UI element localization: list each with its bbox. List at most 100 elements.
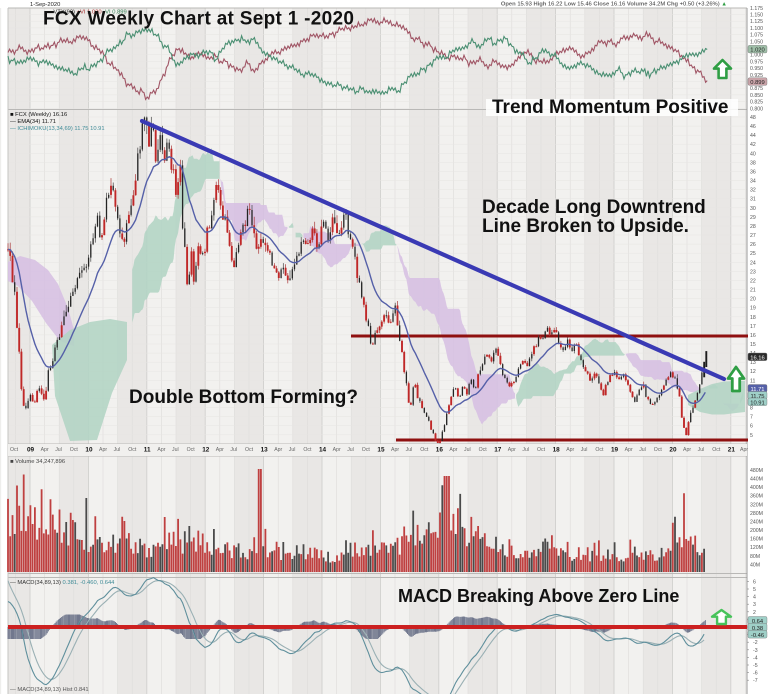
svg-text:Oct: Oct xyxy=(712,447,721,453)
svg-text:21: 21 xyxy=(728,447,736,454)
svg-text:— MACD(34,89,13) 0.381, -0.460: — MACD(34,89,13) 0.381, -0.460, 0.644 xyxy=(10,580,115,586)
svg-text:Jul: Jul xyxy=(114,447,121,453)
svg-text:-4: -4 xyxy=(753,655,758,661)
svg-text:2: 2 xyxy=(753,610,756,616)
svg-text:Line Broken to Upside.: Line Broken to Upside. xyxy=(482,216,689,237)
svg-text:-3: -3 xyxy=(753,648,758,654)
svg-text:Apr: Apr xyxy=(683,447,691,453)
svg-text:19: 19 xyxy=(750,306,756,312)
svg-text:0.899: 0.899 xyxy=(750,80,765,86)
svg-text:360M: 360M xyxy=(750,494,763,500)
svg-text:1.020: 1.020 xyxy=(750,48,765,54)
svg-text:— ICHIMOKU(13,34,69) 11.75 10.: — ICHIMOKU(13,34,69) 11.75 10.91 xyxy=(10,126,105,132)
svg-text:Jul: Jul xyxy=(581,447,588,453)
svg-text:Apr: Apr xyxy=(625,447,633,453)
svg-text:25: 25 xyxy=(750,251,756,257)
svg-text:120M: 120M xyxy=(750,545,763,551)
svg-text:Jul: Jul xyxy=(289,447,296,453)
svg-text:Jul: Jul xyxy=(172,447,179,453)
svg-text:31: 31 xyxy=(750,197,756,203)
svg-text:12: 12 xyxy=(202,447,210,454)
svg-text:Jul: Jul xyxy=(55,447,62,453)
svg-text:-2: -2 xyxy=(753,640,758,646)
svg-text:— VTX(99) +VI 1.020 -VI 0.899: — VTX(99) +VI 1.020 -VI 0.899 xyxy=(46,10,127,16)
svg-text:16.16: 16.16 xyxy=(750,355,765,361)
svg-text:46: 46 xyxy=(750,124,756,130)
svg-text:Apr: Apr xyxy=(274,447,282,453)
svg-text:10: 10 xyxy=(85,447,93,454)
svg-text:Apr: Apr xyxy=(99,447,107,453)
svg-text:Oct: Oct xyxy=(187,447,196,453)
svg-text:-6: -6 xyxy=(753,671,758,677)
svg-text:160M: 160M xyxy=(750,537,763,543)
svg-text:FCX Weekly Chart at Sept 1 -20: FCX Weekly Chart at Sept 1 -2020 xyxy=(43,9,354,30)
svg-text:48: 48 xyxy=(750,115,756,121)
svg-text:Apr: Apr xyxy=(566,447,574,453)
svg-text:Oct: Oct xyxy=(479,447,488,453)
svg-text:400M: 400M xyxy=(750,485,763,491)
svg-text:14: 14 xyxy=(319,447,327,454)
svg-text:27: 27 xyxy=(750,233,756,239)
svg-text:Jul: Jul xyxy=(230,447,237,453)
svg-text:Oct: Oct xyxy=(245,447,254,453)
svg-text:1-Sep-2020: 1-Sep-2020 xyxy=(30,2,60,8)
svg-text:— MACD(34,89,13) Hist 0.841: — MACD(34,89,13) Hist 0.841 xyxy=(10,687,89,693)
svg-text:240M: 240M xyxy=(750,520,763,526)
svg-text:4: 4 xyxy=(753,595,756,601)
svg-text:13: 13 xyxy=(261,447,269,454)
svg-text:17: 17 xyxy=(494,447,502,454)
svg-text:36: 36 xyxy=(750,170,756,176)
svg-text:0.64: 0.64 xyxy=(752,619,764,625)
svg-text:3: 3 xyxy=(753,602,756,608)
svg-text:0.850: 0.850 xyxy=(750,93,763,99)
svg-text:8: 8 xyxy=(750,406,753,412)
svg-text:Trend Momentum Positive: Trend Momentum Positive xyxy=(492,97,728,118)
svg-text:Apr: Apr xyxy=(157,447,165,453)
svg-text:30: 30 xyxy=(750,206,756,212)
svg-text:Apr: Apr xyxy=(333,447,341,453)
svg-text:38: 38 xyxy=(750,160,756,166)
svg-text:1.175: 1.175 xyxy=(750,6,763,12)
svg-text:40: 40 xyxy=(750,151,756,157)
svg-text:10.91: 10.91 xyxy=(750,400,765,406)
svg-text:16: 16 xyxy=(750,333,756,339)
svg-text:1.150: 1.150 xyxy=(750,13,763,19)
svg-text:Jul: Jul xyxy=(639,447,646,453)
svg-text:11.71: 11.71 xyxy=(750,387,764,393)
svg-text:1.125: 1.125 xyxy=(750,19,763,25)
svg-text:19: 19 xyxy=(611,447,619,454)
svg-text:0.800: 0.800 xyxy=(750,106,763,112)
svg-text:26: 26 xyxy=(750,242,756,248)
svg-text:0.38: 0.38 xyxy=(752,626,763,632)
svg-text:1.000: 1.000 xyxy=(750,53,763,59)
svg-text:23: 23 xyxy=(750,269,756,275)
svg-text:Apr: Apr xyxy=(216,447,224,453)
svg-text:5: 5 xyxy=(750,433,753,439)
svg-text:-7: -7 xyxy=(753,678,758,684)
svg-text:20: 20 xyxy=(750,297,756,303)
svg-text:280M: 280M xyxy=(750,511,763,517)
svg-text:Apr: Apr xyxy=(449,447,457,453)
svg-text:6: 6 xyxy=(753,579,756,585)
svg-text:7: 7 xyxy=(750,415,753,421)
svg-text:■ FCX (Weekly) 16.16: ■ FCX (Weekly) 16.16 xyxy=(10,112,67,118)
svg-text:Oct: Oct xyxy=(420,447,429,453)
svg-text:0.825: 0.825 xyxy=(750,100,763,106)
svg-text:Double Bottom Forming?: Double Bottom Forming? xyxy=(129,387,358,408)
svg-text:18: 18 xyxy=(553,447,561,454)
svg-text:Oct: Oct xyxy=(70,447,79,453)
svg-text:44: 44 xyxy=(750,133,756,139)
svg-text:Jul: Jul xyxy=(698,447,705,453)
svg-text:Oct: Oct xyxy=(654,447,663,453)
svg-text:Oct: Oct xyxy=(128,447,137,453)
svg-text:13: 13 xyxy=(750,360,756,366)
svg-text:5: 5 xyxy=(753,587,756,593)
svg-text:1.100: 1.100 xyxy=(750,26,763,32)
svg-text:0.950: 0.950 xyxy=(750,66,763,72)
svg-text:— EMA(34) 11.71: — EMA(34) 11.71 xyxy=(10,119,56,125)
svg-text:6: 6 xyxy=(750,424,753,430)
svg-text:80M: 80M xyxy=(750,554,760,560)
svg-text:16: 16 xyxy=(436,447,444,454)
svg-text:32: 32 xyxy=(750,188,756,194)
svg-text:Jul: Jul xyxy=(522,447,529,453)
